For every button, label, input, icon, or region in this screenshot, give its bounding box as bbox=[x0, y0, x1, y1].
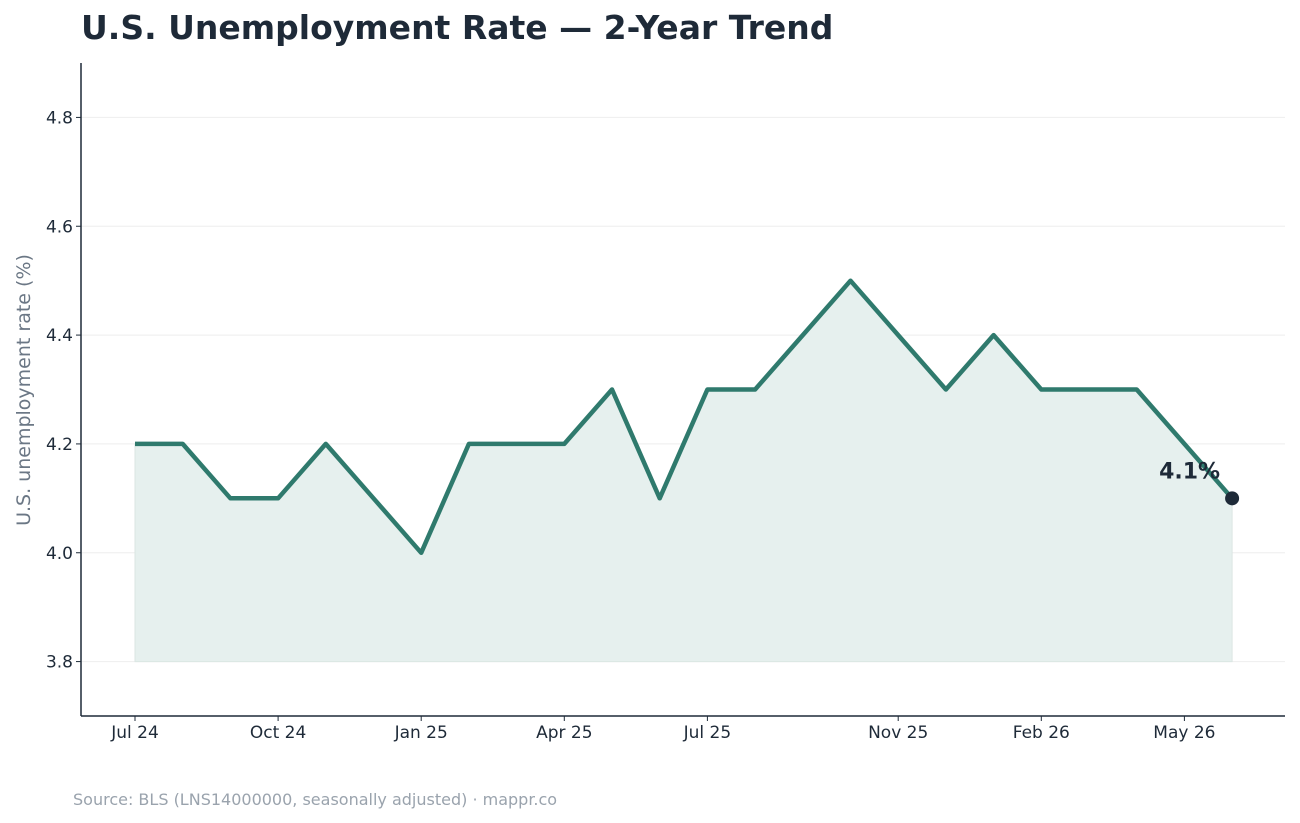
last-value-label: 4.1% bbox=[1159, 459, 1220, 484]
series-line bbox=[135, 278, 1234, 556]
x-tick-label: Jul 25 bbox=[683, 723, 732, 743]
source-note: Source: BLS (LNS14000000, seasonally adj… bbox=[73, 790, 558, 809]
y-tick-label: 4.2 bbox=[46, 435, 73, 455]
chart-title: U.S. Unemployment Rate — 2-Year Trend bbox=[81, 8, 834, 47]
y-tick-label: 4.6 bbox=[46, 217, 73, 237]
x-tick-label: Jul 24 bbox=[110, 723, 159, 743]
axes bbox=[80, 63, 1285, 717]
y-tick-labels: 3.8 4.0 4.2 4.4 4.6 4.8 bbox=[46, 108, 81, 673]
x-tick-label: May 26 bbox=[1153, 723, 1215, 743]
last-value-marker bbox=[1225, 491, 1240, 506]
x-tick-labels: Jul 24 Oct 24 Jan 25 Apr 25 Jul 25 Nov 25 Feb … bbox=[110, 716, 1215, 743]
y-tick-label: 4.0 bbox=[46, 544, 73, 564]
y-tick-label: 4.4 bbox=[46, 326, 73, 346]
x-tick-label: Oct 24 bbox=[250, 723, 306, 743]
x-tick-label: Feb 26 bbox=[1013, 723, 1070, 743]
x-tick-label: Apr 25 bbox=[536, 723, 592, 743]
y-tick-label: 3.8 bbox=[46, 653, 73, 673]
y-tick-label: 4.8 bbox=[46, 108, 73, 128]
x-tick-label: Jan 25 bbox=[394, 723, 448, 743]
x-tick-label: Nov 25 bbox=[868, 723, 928, 743]
y-axis-label: U.S. unemployment rate (%) bbox=[13, 254, 35, 526]
